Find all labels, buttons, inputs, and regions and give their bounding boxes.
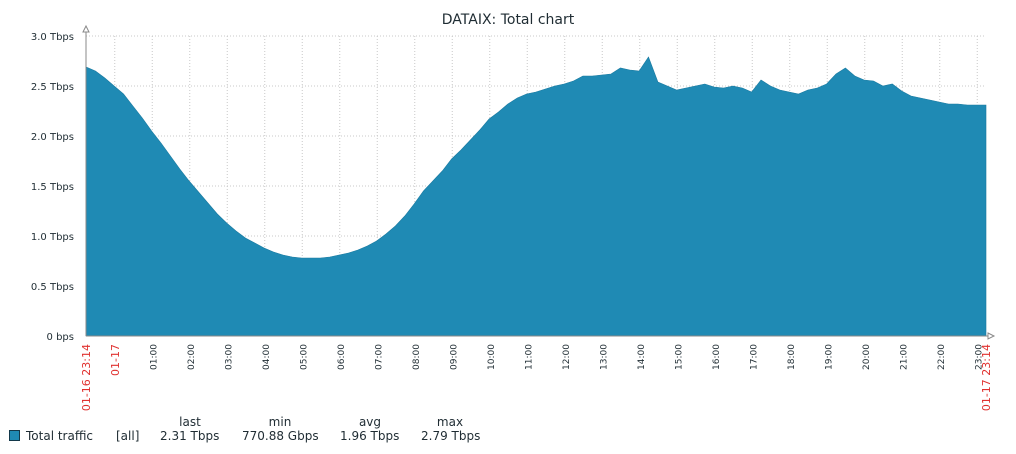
legend-avg-value: 1.96 Tbps — [340, 429, 400, 443]
legend-min-value: 770.88 Gbps — [242, 429, 319, 443]
legend-function: [all] — [116, 429, 140, 443]
legend-swatch — [9, 430, 20, 441]
x-axis-arrow — [987, 332, 996, 340]
x-tick-label: 16:00 — [712, 344, 722, 370]
legend-header-max: max — [436, 415, 464, 429]
legend: last min avg max Total traffic [all] 2.3… — [0, 412, 1016, 454]
y-tick-label: 0 bps — [47, 332, 74, 343]
legend-item-name: Total traffic — [26, 429, 94, 443]
x-tick-label: 11:00 — [524, 344, 534, 370]
x-tick-label: 19:00 — [824, 344, 834, 370]
axes — [82, 24, 996, 340]
x-start-label: 01-16 23:14 — [80, 344, 93, 411]
x-end-label: 01-17 23:14 — [980, 344, 993, 411]
y-tick-label: 0.5 Tbps — [31, 282, 74, 293]
x-tick-label: 03:00 — [224, 344, 234, 370]
legend-header-last: last — [179, 415, 201, 429]
x-tick-label: 13:00 — [599, 344, 609, 370]
legend-max-value: 2.79 Tbps — [421, 429, 481, 443]
x-tick-label: 06:00 — [337, 344, 347, 370]
y-tick-label: 1.5 Tbps — [31, 182, 74, 193]
x-tick-label: 20:00 — [862, 344, 872, 370]
x-axis-ticks: 01-17 01:00 02:00 03:00 04:00 05:00 06:00 07:00… — [80, 344, 993, 411]
legend-header-min: min — [268, 415, 292, 429]
y-tick-label: 3.0 Tbps — [31, 32, 74, 43]
x-tick-label: 05:00 — [299, 344, 309, 370]
y-tick-label: 2.5 Tbps — [31, 82, 74, 93]
x-tick-label: 08:00 — [412, 344, 422, 370]
x-tick-label: 01:00 — [149, 344, 159, 370]
x-tick-label: 21:00 — [899, 344, 909, 370]
y-axis-ticks: 0 bps 0.5 Tbps 1.0 Tbps 1.5 Tbps 2.0 Tbps 2.5… — [31, 32, 74, 343]
y-axis-arrow — [82, 24, 90, 33]
chart: DATAIX: Total chart 0 bps 0.5 Tbps 1.0 Tbp… — [31, 12, 996, 411]
x-tick-label: 18:00 — [787, 344, 797, 370]
x-tick-label: 01-17 — [109, 344, 122, 376]
series-total-traffic-area — [85, 56, 987, 337]
x-tick-label: 23:00 — [974, 344, 984, 370]
x-tick-label: 17:00 — [749, 344, 759, 370]
chart-title: DATAIX: Total chart — [442, 12, 575, 28]
legend-header-avg: avg — [358, 415, 382, 429]
x-tick-label: 09:00 — [449, 344, 459, 370]
x-tick-label: 14:00 — [637, 344, 647, 370]
plot-area — [85, 56, 987, 337]
y-tick-label: 1.0 Tbps — [31, 232, 74, 243]
x-tick-label: 12:00 — [562, 344, 572, 370]
x-tick-label: 07:00 — [374, 344, 384, 370]
x-tick-label: 02:00 — [187, 344, 197, 370]
x-tick-label: 04:00 — [262, 344, 272, 370]
legend-last-value: 2.31 Tbps — [160, 429, 220, 443]
x-tick-label: 10:00 — [487, 344, 497, 370]
x-tick-label: 15:00 — [674, 344, 684, 370]
x-tick-label: 22:00 — [937, 344, 947, 370]
y-tick-label: 2.0 Tbps — [31, 132, 74, 143]
